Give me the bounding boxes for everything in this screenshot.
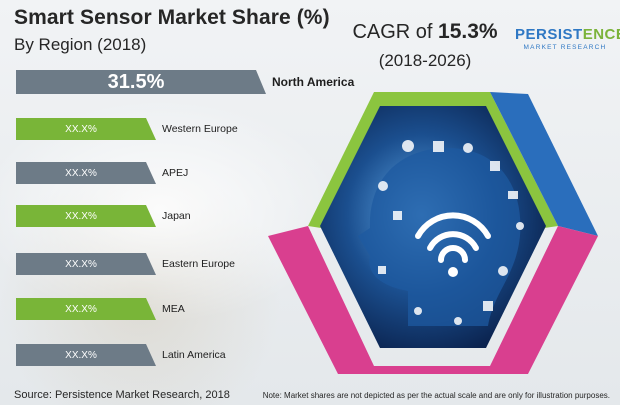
cagr-headline: CAGR of 15.3% <box>340 20 510 44</box>
bar-value-label: XX.X% <box>65 210 97 222</box>
category-label: APEJ <box>162 167 189 179</box>
bar-apej: XX.X% <box>16 162 156 184</box>
cagr-period: (2018-2026) <box>378 51 472 70</box>
cagr-value: 15.3% <box>438 20 498 43</box>
bar-value-label: XX.X% <box>65 167 97 179</box>
ring-blue <box>490 92 598 236</box>
bar-value-label: XX.X% <box>65 123 97 135</box>
logo-accent: ENCE <box>582 26 620 43</box>
logo-tagline: MARKET RESEARCH <box>523 44 607 51</box>
bar-value-label: XX.X% <box>65 258 97 270</box>
category-label: Latin America <box>162 349 226 361</box>
bar-value-label: XX.X% <box>65 349 97 361</box>
bar-japan: XX.X% <box>16 205 156 227</box>
bar-eastern-europe: XX.X% <box>16 253 156 275</box>
logo-wordmark: PERSISTENCE <box>515 26 620 43</box>
ring-pink <box>268 226 598 374</box>
bar-western-europe: XX.X% <box>16 118 156 140</box>
category-label: Eastern Europe <box>162 258 235 270</box>
cagr-label: CAGR of <box>352 21 439 43</box>
bar-chart: 31.5% North America XX.X% Western Europe XX.… <box>0 0 355 400</box>
sensor-icons <box>378 140 524 325</box>
source-citation: Source: Persistence Market Research, 201… <box>14 389 230 401</box>
smart-head-illustration <box>268 92 598 374</box>
footnote: Note: Market shares are not depicted as … <box>262 391 610 400</box>
bar-value-label: 31.5% <box>107 70 165 93</box>
chart-title: Smart Sensor Market Share (%) <box>14 6 330 29</box>
bar-value-label: XX.X% <box>65 303 97 315</box>
wifi-icon <box>415 212 491 263</box>
bar-north-america: 31.5% <box>16 70 266 94</box>
category-label: Western Europe <box>162 123 238 135</box>
chart-subtitle: By Region (2018) <box>14 35 147 54</box>
logo-main: PERSIST <box>515 26 583 43</box>
bar-latin-america: XX.X% <box>16 344 156 366</box>
brand-logo: PERSISTENCE MARKET RESEARCH <box>515 26 620 51</box>
category-label: North America <box>272 75 355 89</box>
bar-mea: XX.X% <box>16 298 156 320</box>
category-label: Japan <box>162 210 191 222</box>
wifi-dot <box>448 267 458 277</box>
category-label: MEA <box>162 303 185 315</box>
